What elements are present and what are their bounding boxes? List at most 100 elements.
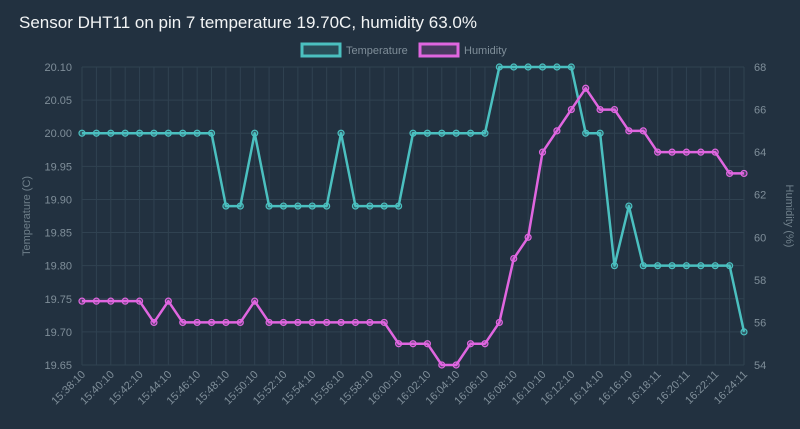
humidity-point[interactable] <box>78 297 86 305</box>
humidity-point[interactable] <box>279 318 288 327</box>
legend-humidity-label[interactable]: Humidity <box>464 45 507 57</box>
humidity-point[interactable] <box>423 340 431 348</box>
humidity-point[interactable] <box>207 318 216 327</box>
humidity-point[interactable] <box>265 318 273 327</box>
temperature-point[interactable] <box>222 202 230 210</box>
temperature-point[interactable] <box>121 129 129 137</box>
temperature-point[interactable] <box>323 202 331 210</box>
temperature-point[interactable] <box>438 129 446 137</box>
humidity-point[interactable] <box>236 318 244 327</box>
humidity-point[interactable] <box>294 318 302 327</box>
temperature-point[interactable] <box>251 129 259 137</box>
temperature-point[interactable] <box>308 202 316 210</box>
temperature-point[interactable] <box>294 202 302 210</box>
humidity-point[interactable] <box>553 127 561 135</box>
temperature-point[interactable] <box>682 262 691 270</box>
temperature-point[interactable] <box>92 129 100 137</box>
temperature-point[interactable] <box>107 129 115 137</box>
humidity-point[interactable] <box>92 297 100 305</box>
humidity-point[interactable] <box>308 318 316 327</box>
temperature-point[interactable] <box>495 63 503 71</box>
humidity-point[interactable] <box>524 233 532 241</box>
humidity-point[interactable] <box>395 340 403 348</box>
temperature-point[interactable] <box>164 129 172 137</box>
humidity-point[interactable] <box>438 361 446 369</box>
temperature-point[interactable] <box>366 202 374 210</box>
temperature-point[interactable] <box>625 202 633 210</box>
legend-humidity-swatch[interactable] <box>418 42 460 58</box>
temperature-point[interactable] <box>236 202 244 210</box>
temperature-point[interactable] <box>380 202 388 210</box>
temperature-point[interactable] <box>78 129 86 137</box>
humidity-point[interactable] <box>222 318 230 327</box>
legend[interactable]: Temperature Humidity <box>300 42 507 58</box>
humidity-point[interactable] <box>567 105 575 114</box>
humidity-point[interactable] <box>682 148 691 156</box>
temperature-point[interactable] <box>481 129 489 137</box>
humidity-point[interactable] <box>193 318 201 327</box>
temperature-point[interactable] <box>711 262 719 270</box>
humidity-point[interactable] <box>625 127 633 135</box>
temperature-point[interactable] <box>726 262 734 270</box>
temperature-point[interactable] <box>466 129 475 137</box>
humidity-point[interactable] <box>610 105 619 114</box>
legend-temperature-swatch[interactable] <box>300 42 342 58</box>
humidity-point[interactable] <box>697 148 705 156</box>
humidity-point[interactable] <box>668 148 676 156</box>
humidity-point[interactable] <box>135 297 144 305</box>
humidity-point[interactable] <box>337 318 345 327</box>
temperature-point[interactable] <box>596 129 604 137</box>
humidity-point[interactable] <box>538 148 547 156</box>
humidity-point[interactable] <box>164 297 172 305</box>
temperature-point[interactable] <box>265 202 273 210</box>
humidity-point[interactable] <box>150 318 158 327</box>
temperature-point[interactable] <box>193 129 201 137</box>
temperature-point[interactable] <box>610 262 619 270</box>
humidity-point[interactable] <box>495 318 503 327</box>
humidity-point[interactable] <box>466 340 475 348</box>
humidity-point[interactable] <box>323 318 331 327</box>
temperature-point[interactable] <box>179 129 187 137</box>
temperature-point[interactable] <box>423 129 431 137</box>
humidity-point[interactable] <box>366 318 374 327</box>
humidity-point[interactable] <box>351 318 360 327</box>
temperature-point[interactable] <box>740 328 748 336</box>
humidity-point[interactable] <box>726 169 734 178</box>
temperature-point[interactable] <box>697 262 705 270</box>
temperature-point[interactable] <box>524 63 532 71</box>
temperature-point[interactable] <box>337 129 345 137</box>
temperature-point[interactable] <box>452 129 460 137</box>
humidity-point[interactable] <box>409 340 417 348</box>
temperature-point[interactable] <box>351 202 360 210</box>
humidity-point[interactable] <box>639 127 647 135</box>
humidity-point[interactable] <box>380 318 388 327</box>
temperature-point[interactable] <box>538 63 547 71</box>
temperature-point[interactable] <box>279 202 288 210</box>
temperature-point[interactable] <box>409 129 417 137</box>
temperature-point[interactable] <box>654 262 662 270</box>
temperature-point[interactable] <box>582 129 590 137</box>
temperature-point[interactable] <box>135 129 144 137</box>
humidity-point[interactable] <box>481 340 489 348</box>
humidity-point[interactable] <box>596 105 604 114</box>
humidity-point[interactable] <box>251 297 259 305</box>
temperature-point[interactable] <box>150 129 158 137</box>
humidity-point[interactable] <box>452 361 460 369</box>
humidity-point[interactable] <box>582 84 590 92</box>
humidity-point[interactable] <box>510 254 518 263</box>
temperature-point[interactable] <box>395 202 403 210</box>
temperature-point[interactable] <box>639 262 647 270</box>
humidity-point[interactable] <box>711 148 719 156</box>
humidity-point[interactable] <box>179 318 187 327</box>
humidity-point[interactable] <box>740 169 748 178</box>
humidity-point[interactable] <box>107 297 115 305</box>
legend-temperature-label[interactable]: Temperature <box>346 45 408 57</box>
temperature-point[interactable] <box>207 129 216 137</box>
temperature-point[interactable] <box>553 63 561 71</box>
humidity-point[interactable] <box>654 148 662 156</box>
temperature-point[interactable] <box>668 262 676 270</box>
temperature-point[interactable] <box>567 63 575 71</box>
humidity-point[interactable] <box>121 297 129 305</box>
temperature-point[interactable] <box>510 63 518 71</box>
